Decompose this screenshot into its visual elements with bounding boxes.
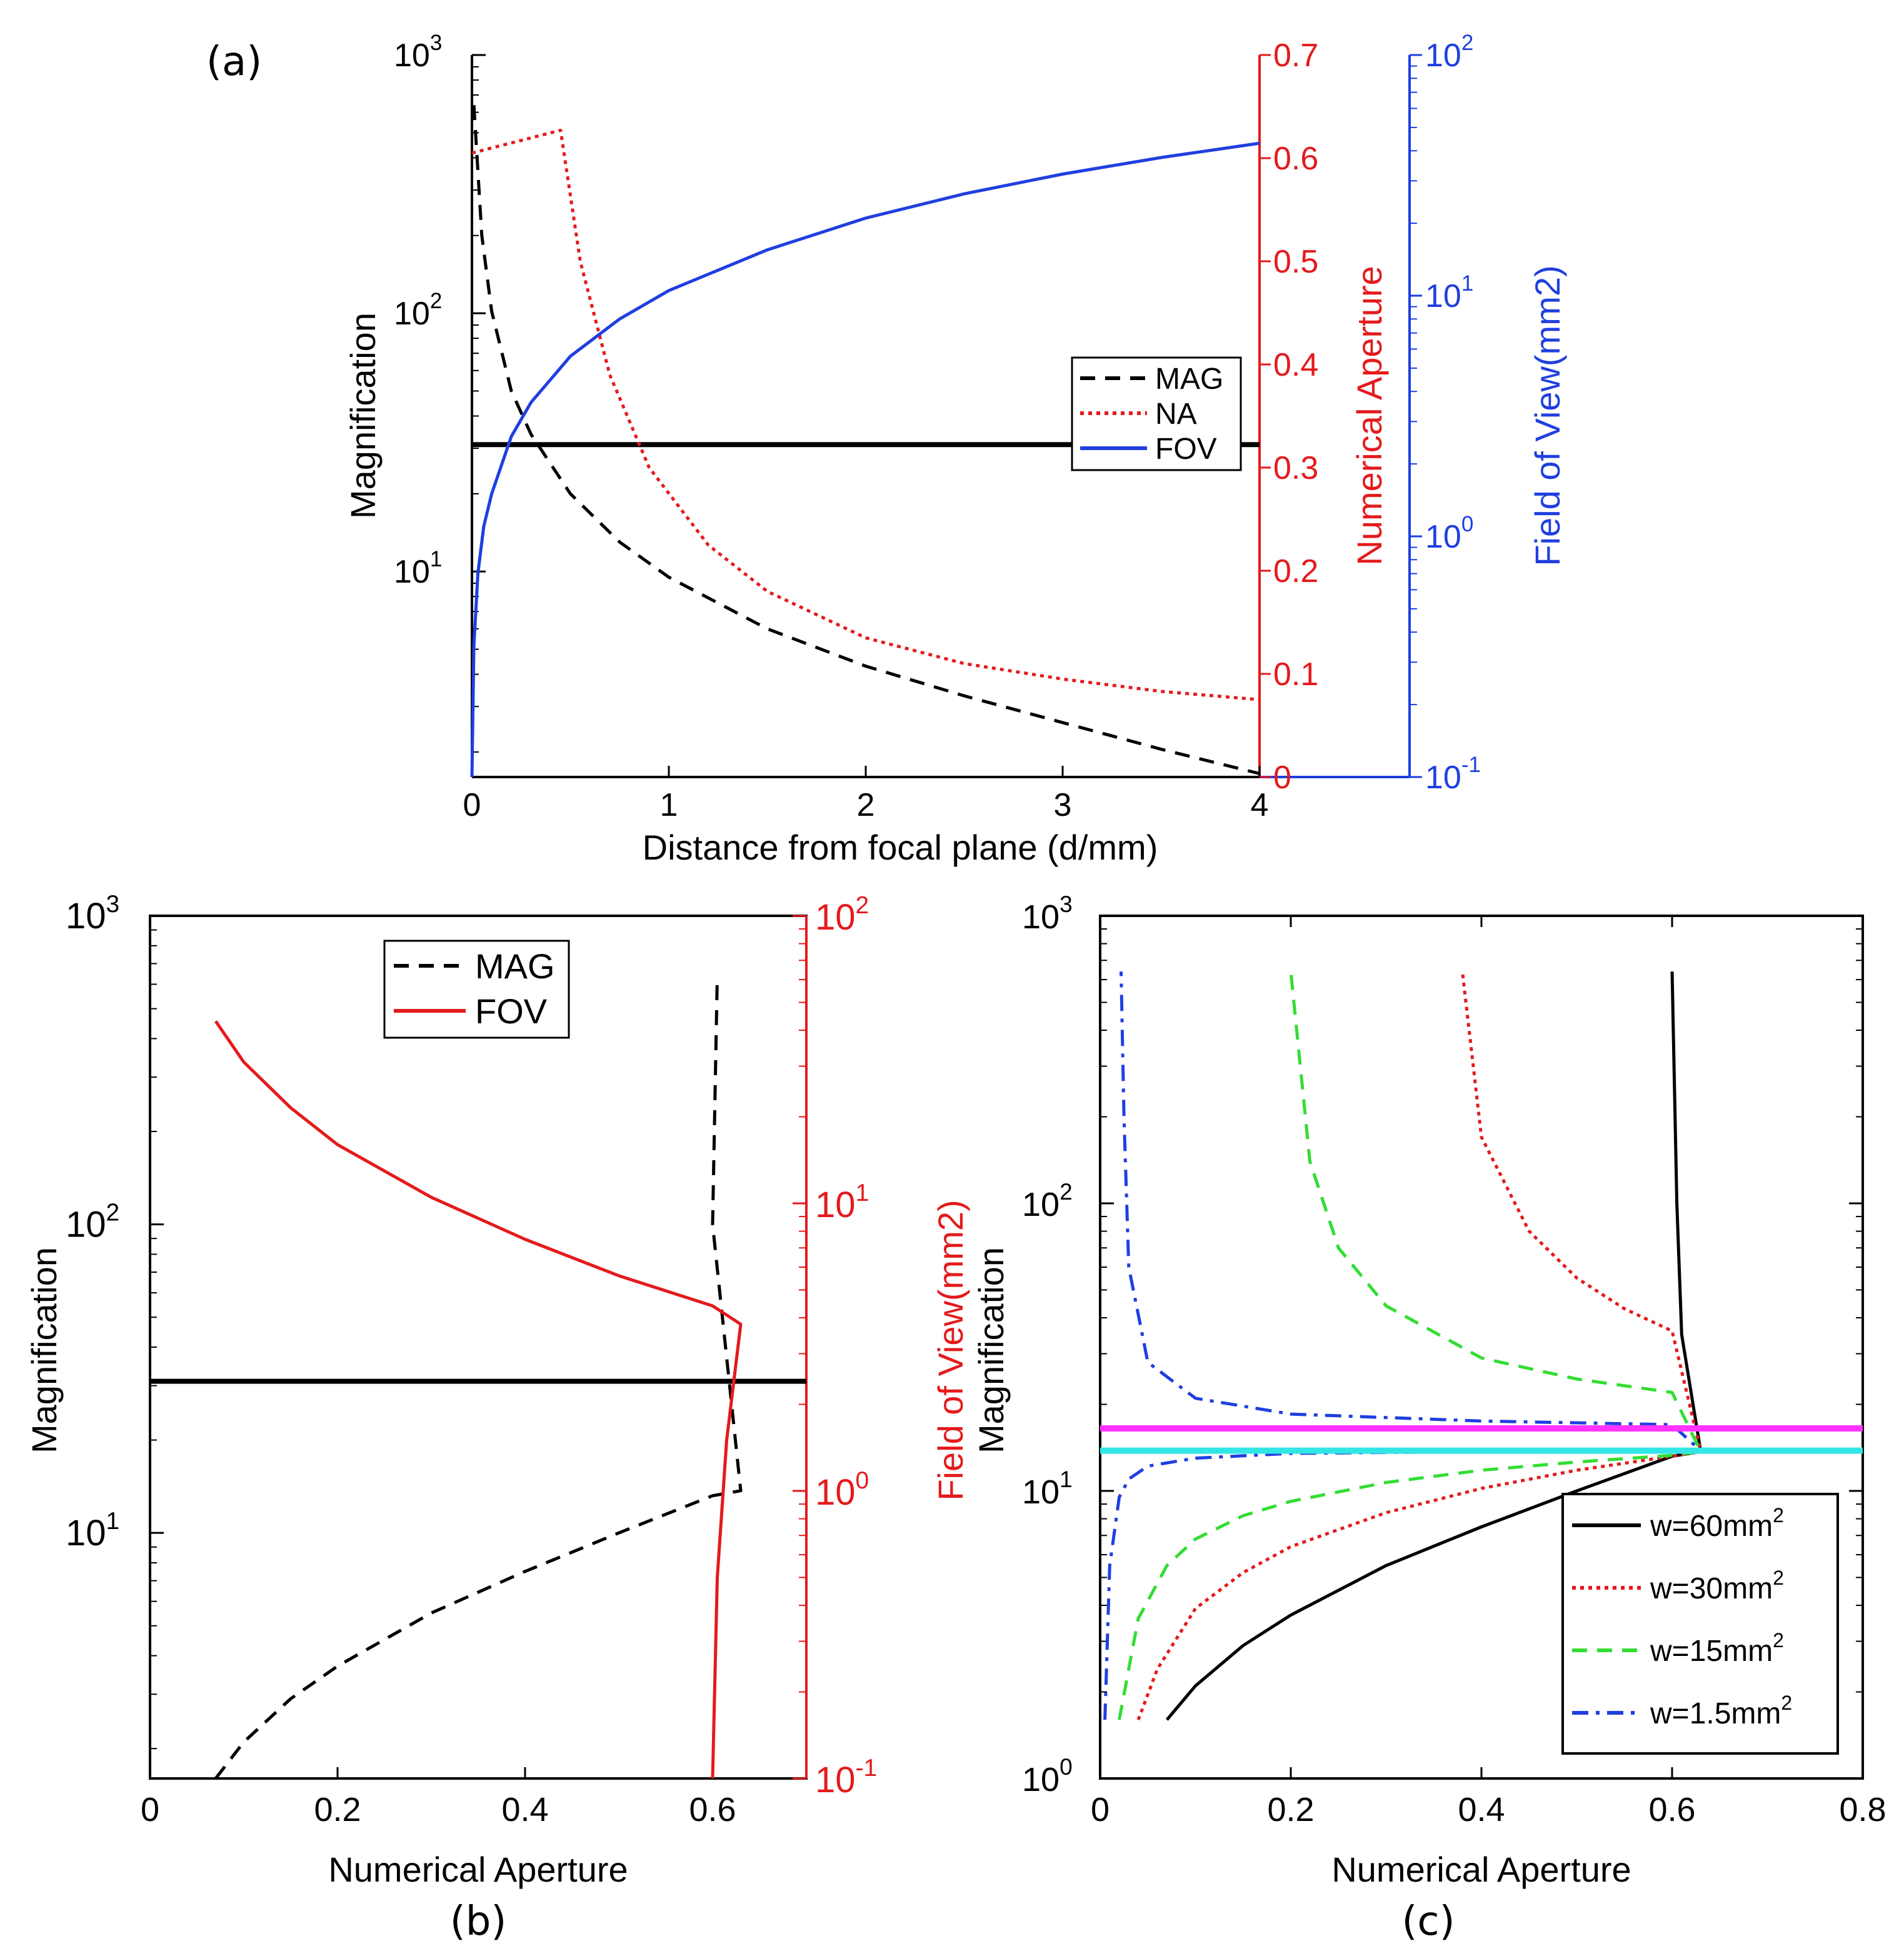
panel-a-ticks: 0 1 2 3 4 101 102 103 0 0.1 0.2 0.3 0.4 0.5 0.6 0.7 10-1… bbox=[394, 31, 1481, 823]
panel-a-ytick-left-label: 101 bbox=[394, 547, 442, 590]
panel-c-legend: w=60mm2 w=30mm2 w=15mm2 w=1.5mm2 bbox=[1561, 1493, 1839, 1755]
panel-b-ytick-left-label: 101 bbox=[66, 1508, 119, 1553]
panel-c-series bbox=[1100, 971, 1863, 1721]
panel-a-xtick-label: 4 bbox=[1251, 787, 1269, 823]
panel-b-legend: MAG FOV bbox=[383, 940, 570, 1039]
panel-a-xtick-label: 1 bbox=[660, 787, 678, 823]
panel-c-xtick-label: 0.4 bbox=[1458, 1791, 1505, 1828]
panel-c-ytick-label: 103 bbox=[1022, 891, 1073, 936]
panel-b-legend-label: MAG bbox=[475, 946, 555, 986]
panel-c-ytick-label: 101 bbox=[1022, 1467, 1073, 1511]
panel-a-xtick-label: 0 bbox=[463, 787, 481, 823]
panel-c-ticks: 0 0.2 0.4 0.6 0.8 100 101 102 103 bbox=[1022, 891, 1886, 1828]
panel-a-na-tick-label: 0.4 bbox=[1273, 347, 1318, 383]
panel-a-series-mag bbox=[472, 104, 1260, 775]
panel-a-legend-label: MAG bbox=[1155, 363, 1223, 396]
panel-b-xtick-label: 0 bbox=[141, 1791, 159, 1828]
panel-a-ytick-left-label: 103 bbox=[394, 31, 442, 74]
panel-a-xtick-label: 3 bbox=[1054, 787, 1072, 823]
panel-c-series-w-60mm2 bbox=[1165, 971, 1703, 1721]
panel-c-legend-item-label: w=60mm2 bbox=[1650, 1504, 1784, 1543]
panel-b-ylabel-fov: Field of View(mm2) bbox=[931, 1200, 970, 1500]
panel-b-ylabel-left: Magnification bbox=[24, 1247, 64, 1453]
panel-c-xtick-label: 0.2 bbox=[1267, 1791, 1314, 1828]
panel-c-ylabel: Magnification bbox=[971, 1247, 1011, 1453]
panel-a-na-tick-label: 0.7 bbox=[1273, 38, 1318, 74]
panel-b-xlabel: Numerical Aperture bbox=[328, 1850, 628, 1889]
panel-b-xtick-label: 0.2 bbox=[314, 1791, 361, 1828]
panel-a-label: (a) bbox=[206, 39, 262, 85]
panel-b: 0 0.2 0.4 0.6 101 102 103 10-1 100 101 102 Magnifi… bbox=[24, 891, 970, 1945]
panel-b-legend-label: FOV bbox=[475, 991, 548, 1031]
panel-b-ytick-left-label: 102 bbox=[66, 1200, 119, 1245]
panel-a-plot-area bbox=[472, 55, 1406, 777]
panel-a-ytick-left-label: 102 bbox=[394, 289, 442, 332]
panel-b-fov-tick-label: 100 bbox=[815, 1467, 869, 1513]
panel-c-xlabel: Numerical Aperture bbox=[1331, 1850, 1631, 1889]
panel-c-ytick-label: 102 bbox=[1022, 1179, 1073, 1223]
panel-a: (a) 0 1 2 3 4 101 102 103 0 0.1 0.2 0.3 0.4 0.5 0.6 0.7… bbox=[206, 31, 1567, 867]
panel-c-legend-item-label: w=1.5mm2 bbox=[1650, 1692, 1792, 1730]
panel-a-na-tick-label: 0.1 bbox=[1273, 656, 1318, 693]
panel-a-xtick-label: 2 bbox=[857, 787, 875, 823]
panel-a-ylabel-left: Magnification bbox=[343, 313, 383, 519]
panel-c-legend-box bbox=[1561, 1493, 1839, 1755]
panel-a-series-na bbox=[471, 128, 1260, 701]
panel-b-xtick-label: 0.4 bbox=[501, 1791, 548, 1828]
panel-b-fov-tick-label: 10-1 bbox=[815, 1755, 877, 1800]
panel-c-label: (c) bbox=[1401, 1898, 1455, 1945]
panel-b-fov-tick-label: 101 bbox=[815, 1180, 869, 1225]
panel-c-series-w-30mm2 bbox=[1136, 971, 1703, 1720]
panel-a-fov-tick-label: 102 bbox=[1425, 31, 1473, 74]
panel-a-ylabel-na: Numerical Aperture bbox=[1350, 266, 1389, 565]
panel-b-legend-box bbox=[383, 940, 570, 1039]
panel-a-na-tick-label: 0.6 bbox=[1273, 141, 1318, 177]
panel-a-xlabel: Distance from focal plane (d/mm) bbox=[643, 828, 1158, 867]
panel-c-ytick-label: 100 bbox=[1022, 1754, 1073, 1798]
panel-c-xtick-label: 0.8 bbox=[1839, 1791, 1886, 1828]
panel-a-na-tick-label: 0.3 bbox=[1273, 450, 1318, 486]
panel-b-ytick-left-label: 103 bbox=[66, 891, 119, 936]
panel-a-ylabel-fov: Field of View(mm2) bbox=[1528, 265, 1567, 566]
panel-b-plot-area bbox=[149, 915, 808, 1780]
panel-b-series bbox=[150, 975, 806, 1780]
panel-b-label: (b) bbox=[450, 1898, 507, 1945]
panel-b-xtick-label: 0.6 bbox=[689, 1791, 736, 1828]
panel-c-xtick-label: 0.6 bbox=[1648, 1791, 1695, 1828]
panel-a-legend-label: FOV bbox=[1155, 433, 1217, 466]
panel-b-ticks: 0 0.2 0.4 0.6 101 102 103 10-1 100 101 102 bbox=[66, 891, 877, 1828]
panel-b-series-fov bbox=[214, 1020, 743, 1779]
panel-c-xtick-label: 0 bbox=[1091, 1791, 1110, 1828]
panel-a-fov-tick-label: 100 bbox=[1425, 512, 1473, 555]
panel-a-na-tick-label: 0.5 bbox=[1273, 244, 1318, 280]
panel-a-na-tick-label: 0.2 bbox=[1273, 553, 1318, 589]
panel-b-fov-tick-label: 102 bbox=[815, 892, 869, 938]
panel-a-fov-tick-label: 10-1 bbox=[1425, 753, 1481, 796]
panel-b-series-mag bbox=[214, 975, 743, 1780]
panel-a-series-fov bbox=[470, 141, 1260, 778]
panel-a-legend-label: NA bbox=[1155, 398, 1197, 431]
panel-c-legend-item-label: w=30mm2 bbox=[1650, 1567, 1784, 1605]
panel-a-na-tick-label: 0 bbox=[1273, 760, 1291, 796]
panel-c-legend-item-label: w=15mm2 bbox=[1650, 1629, 1784, 1668]
panel-a-fov-tick-label: 101 bbox=[1425, 271, 1473, 314]
